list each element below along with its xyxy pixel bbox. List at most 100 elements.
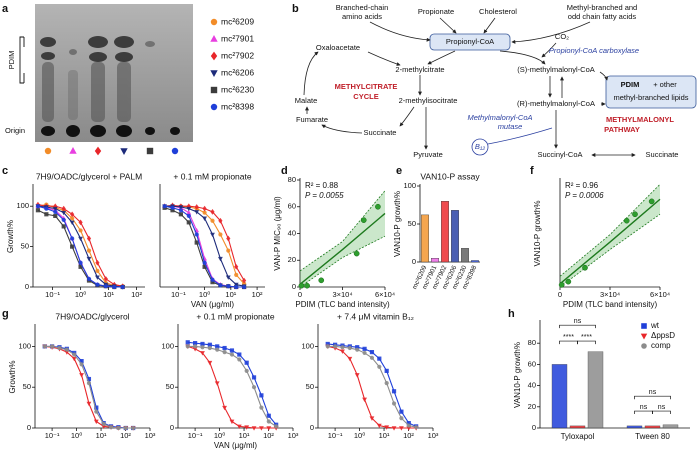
lane-marker: [171, 147, 179, 155]
confidence-upper: [299, 190, 386, 272]
data-point: [226, 235, 231, 242]
data-point: [61, 224, 66, 229]
data-point: [70, 236, 75, 241]
data-point: [229, 352, 235, 357]
x-tick-label: 10³: [145, 431, 156, 440]
data-point: [259, 405, 264, 410]
data-point: [193, 344, 198, 349]
pathway-text: CO₂: [555, 32, 569, 41]
y-tick-label: 60: [528, 359, 536, 368]
pathway-text: Succinyl-CoA: [537, 150, 582, 159]
x-tick-label: 6×10⁴: [375, 290, 395, 299]
data-point: [61, 210, 67, 216]
panel-letter: h: [508, 308, 515, 320]
data-point: [218, 232, 223, 237]
chart-title: VAN10-P assay: [420, 171, 480, 181]
data-point: [226, 284, 231, 289]
data-point: [225, 275, 231, 280]
data-point: [215, 344, 220, 349]
data-point: [93, 419, 99, 425]
y-tick-label: 40: [288, 228, 296, 237]
significance-label: ns: [658, 404, 666, 411]
data-point: [72, 352, 77, 357]
data-point: [69, 220, 75, 225]
data-point: [94, 409, 99, 414]
bar: [644, 425, 661, 429]
curve: [37, 205, 123, 288]
data-point: [234, 284, 239, 290]
data-point: [35, 208, 41, 213]
legend-marker: [210, 70, 218, 77]
bar: [587, 351, 604, 429]
chart-title: + 0.1 mM propionate: [196, 311, 274, 321]
data-point: [244, 425, 250, 430]
curve: [44, 345, 134, 429]
x-axis-label: VAN (μg/ml): [214, 441, 257, 450]
x-tick-label: 10⁰: [354, 431, 365, 440]
x-tick-label: 10²: [252, 290, 263, 299]
legend-marker: [210, 86, 218, 94]
x-tick-label: 10⁰: [199, 290, 210, 299]
data-point: [64, 347, 69, 352]
data-point: [123, 425, 128, 431]
pathway-text: odd chain fatty acids: [568, 12, 637, 21]
data-point: [384, 425, 390, 430]
data-point: [406, 423, 411, 428]
data-point: [582, 264, 588, 271]
data-point: [185, 340, 190, 345]
y-axis-label: VAN-P MIC₉₀ (μg/ml): [273, 196, 282, 271]
chart-title: 7H9/OADC/glycerol: [55, 311, 129, 321]
pathway-text: + other: [653, 80, 677, 89]
data-point: [79, 373, 84, 378]
x-tick-label: 3×10⁴: [332, 290, 352, 299]
x-tick-label: 10¹: [239, 431, 250, 440]
pathway-text: (R)-methylmalonyl-CoA: [517, 99, 595, 108]
data-point: [340, 349, 345, 354]
legend-label: mc²6206: [221, 67, 254, 77]
x-tick-label: 10⁻¹: [45, 290, 60, 299]
legend-label: mc²7901: [221, 33, 254, 43]
y-axis-label: VAN10-P growth%: [533, 201, 542, 267]
data-point: [78, 219, 83, 226]
data-point: [258, 426, 264, 431]
pathway-enzyme: Methylmalonyl-CoA: [467, 113, 532, 122]
y-tick-label: 60: [288, 202, 296, 211]
significance-bracket: [577, 340, 596, 345]
data-point: [202, 205, 207, 212]
data-point: [78, 228, 83, 233]
x-tick-label: 10⁻¹: [328, 431, 343, 440]
data-point: [86, 256, 92, 262]
data-point: [131, 425, 136, 431]
pathway-text: Methyl-branched and: [567, 3, 637, 12]
data-point: [42, 344, 47, 349]
data-point: [194, 240, 199, 245]
tlc-origin-label: Origin: [5, 126, 25, 135]
data-point: [218, 283, 223, 288]
data-point: [384, 368, 389, 373]
data-point: [64, 350, 70, 355]
y-tick-label: 0: [25, 282, 29, 291]
panel-letter: c: [2, 165, 8, 177]
data-point: [108, 425, 114, 430]
pathway-text: Fumarate: [296, 115, 328, 124]
confidence-band: [560, 184, 660, 287]
y-tick-label: 100: [16, 201, 29, 210]
tlc-plate: [19, 4, 193, 142]
data-point: [95, 275, 100, 280]
data-point: [347, 356, 353, 362]
data-point: [376, 423, 382, 429]
x-tick-label: 0: [298, 290, 302, 299]
x-tick-label: 10²: [403, 431, 414, 440]
legend-label: comp: [651, 341, 671, 350]
data-point: [120, 284, 125, 290]
data-point: [304, 282, 310, 289]
data-point: [95, 282, 100, 287]
y-tick-label: 80: [528, 338, 536, 347]
legend-marker: [210, 51, 218, 61]
y-tick-label: 0: [532, 423, 536, 432]
legend-label: mc²6209: [221, 16, 254, 26]
data-point: [86, 401, 92, 407]
x-tick-label: 10¹: [103, 290, 114, 299]
panel-letter: d: [281, 165, 288, 177]
pathway-text: PDIM: [621, 80, 640, 89]
